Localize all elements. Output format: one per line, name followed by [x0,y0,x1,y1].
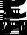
Bar [17,14,18,18]
Bar [14,3,15,6]
Text: C): C) [1,0,27,25]
Bar [17,26,18,30]
Bar [15,14,16,18]
Bar [12,15,13,18]
Bar [14,27,15,30]
Bar [7,4,8,6]
Bar [14,15,15,18]
Bar [15,2,16,6]
Text: B): B) [1,0,27,13]
Bar [16,27,17,30]
Bar [9,27,10,30]
Bar [9,3,10,6]
Bar [11,28,12,30]
Bar [11,4,12,6]
Bar [6,4,7,6]
Bar [16,3,17,6]
Bar [12,26,13,30]
Bar [17,3,18,6]
Bar [12,3,13,6]
Text: A): A) [1,0,27,1]
Bar [11,16,12,18]
Bar [6,16,7,18]
Bar [6,30,7,32]
Bar [15,27,16,30]
Bar [7,15,8,18]
Bar [16,15,17,18]
Bar [9,16,10,18]
